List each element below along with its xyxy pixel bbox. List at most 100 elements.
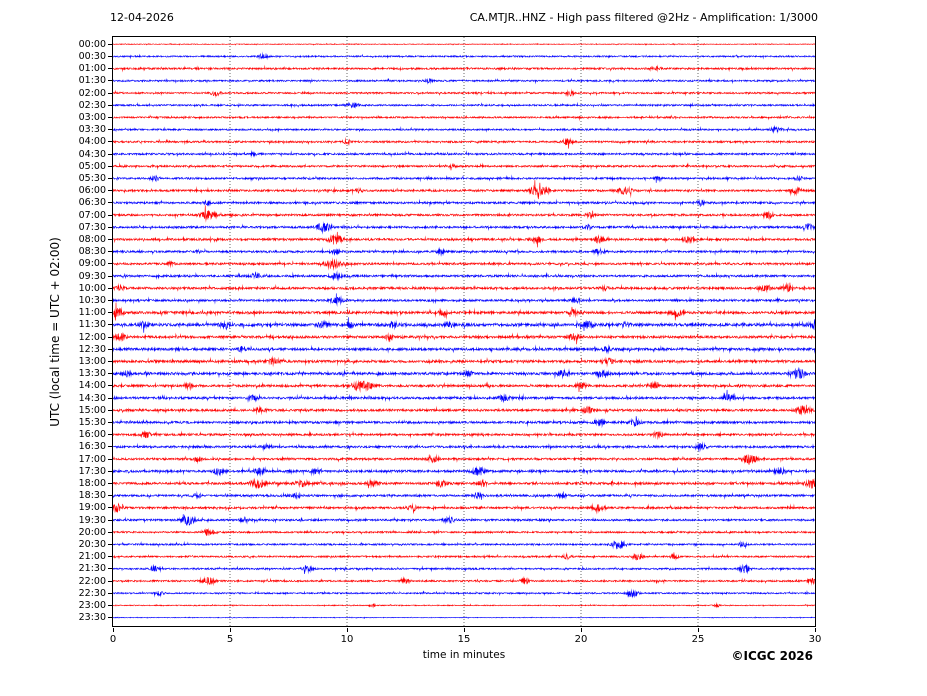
copyright: ©ICGC 2026 [731,649,813,663]
y-tick-label: 01:00 [78,63,106,75]
y-tick-label: 21:00 [78,551,106,563]
x-tick [229,628,231,632]
y-tick [107,92,112,94]
y-tick-label: 23:30 [78,612,106,624]
y-tick-label: 09:30 [78,270,106,282]
y-tick [107,190,112,192]
y-tick-label: 00:30 [78,50,106,62]
x-tick [112,628,114,632]
x-tick-label: 0 [109,634,117,645]
y-tick [107,141,112,143]
y-tick [107,287,112,289]
y-tick [107,421,112,423]
y-tick [107,409,112,411]
y-tick-label: 16:00 [78,429,106,441]
y-tick [107,153,112,155]
y-tick [107,495,112,497]
y-tick-label: 13:30 [78,368,106,380]
header-date: 12-04-2026 [110,11,174,24]
x-tick [697,628,699,632]
x-tick-label: 30 [808,634,822,645]
y-tick [107,55,112,57]
y-tick [107,177,112,179]
y-tick-label: 10:30 [78,294,106,306]
x-tick-label: 25 [691,634,705,645]
y-tick [107,507,112,509]
x-tick-label: 5 [226,634,234,645]
y-tick-label: 03:30 [78,124,106,136]
y-tick-label: 15:30 [78,416,106,428]
y-tick [107,519,112,521]
y-tick [107,470,112,472]
y-tick [107,312,112,314]
y-tick [107,556,112,558]
y-tick [107,604,112,606]
y-tick [107,336,112,338]
y-tick-label: 10:00 [78,282,106,294]
y-tick [107,397,112,399]
y-tick [107,617,112,619]
y-tick-label: 11:30 [78,319,106,331]
y-tick-label: 07:30 [78,221,106,233]
x-tick-label: 10 [340,634,354,645]
y-tick-label: 04:00 [78,136,106,148]
y-tick-label: 04:30 [78,148,106,160]
y-tick-label: 15:00 [78,404,106,416]
y-tick-label: 11:00 [78,307,106,319]
y-tick [107,580,112,582]
y-tick-label: 00:00 [78,38,106,50]
y-tick [107,385,112,387]
y-tick-label: 17:30 [78,465,106,477]
y-tick-label: 23:00 [78,599,106,611]
y-tick [107,202,112,204]
y-tick-label: 14:00 [78,380,106,392]
y-tick [107,129,112,131]
y-tick [107,68,112,70]
y-tick-label: 05:00 [78,160,106,172]
y-tick [107,482,112,484]
y-tick-label: 09:00 [78,258,106,270]
y-tick [107,446,112,448]
y-tick-label: 13:00 [78,355,106,367]
x-tick [814,628,816,632]
y-tick-label: 20:00 [78,526,106,538]
y-tick-label: 02:00 [78,87,106,99]
y-tick [107,80,112,82]
y-tick-label: 02:30 [78,99,106,111]
y-tick [107,251,112,253]
y-tick-label: 14:30 [78,392,106,404]
y-tick [107,275,112,277]
y-tick-label: 08:00 [78,233,106,245]
y-tick-label: 08:30 [78,246,106,258]
y-tick [107,43,112,45]
y-tick [107,214,112,216]
y-tick-label: 05:30 [78,172,106,184]
y-tick-label: 18:30 [78,490,106,502]
y-tick [107,104,112,106]
y-tick-label: 20:30 [78,538,106,550]
y-tick [107,568,112,570]
y-tick [107,373,112,375]
y-tick [107,165,112,167]
y-tick [107,263,112,265]
y-tick-label: 07:00 [78,209,106,221]
y-tick [107,116,112,118]
y-tick-label: 12:30 [78,343,106,355]
y-tick-label: 16:30 [78,441,106,453]
y-tick [107,348,112,350]
y-tick-label: 03:00 [78,111,106,123]
y-tick-label: 01:30 [78,75,106,87]
seismogram-traces [113,37,815,626]
x-axis-title: time in minutes [422,649,506,661]
x-tick [463,628,465,632]
x-tick [346,628,348,632]
y-tick [107,226,112,228]
y-tick-label: 17:00 [78,453,106,465]
y-tick [107,592,112,594]
y-tick [107,434,112,436]
y-tick [107,360,112,362]
x-tick [580,628,582,632]
y-tick-label: 21:30 [78,563,106,575]
y-tick-label: 19:00 [78,502,106,514]
